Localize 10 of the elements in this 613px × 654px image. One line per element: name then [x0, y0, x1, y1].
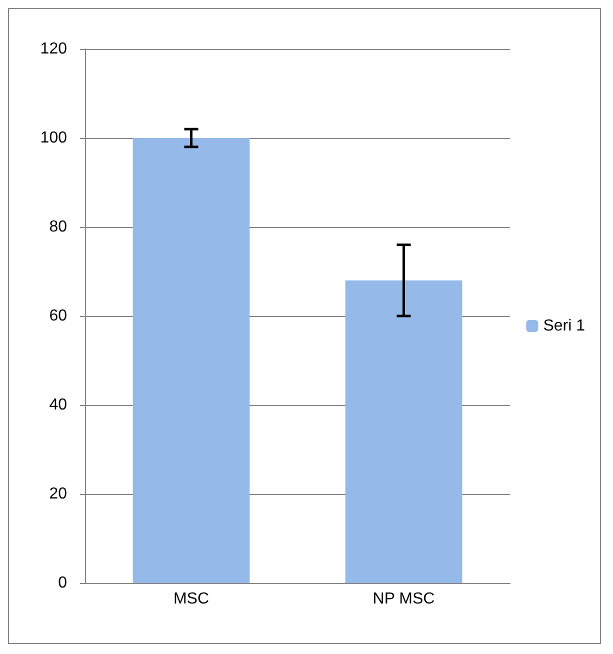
y-tick-label: 60 [49, 308, 68, 324]
legend-label: Seri 1 [543, 318, 586, 334]
y-tick-label: 40 [49, 396, 68, 414]
y-tick-label: 0 [58, 574, 68, 592]
y-tick-label: 80 [49, 218, 68, 236]
y-tick-label: 100 [40, 130, 68, 146]
x-tick-label: NP MSC [372, 590, 435, 608]
y-tick-label: 20 [49, 486, 68, 502]
x-tick-label: MSC [173, 590, 210, 608]
y-tick-label: 120 [40, 40, 68, 58]
